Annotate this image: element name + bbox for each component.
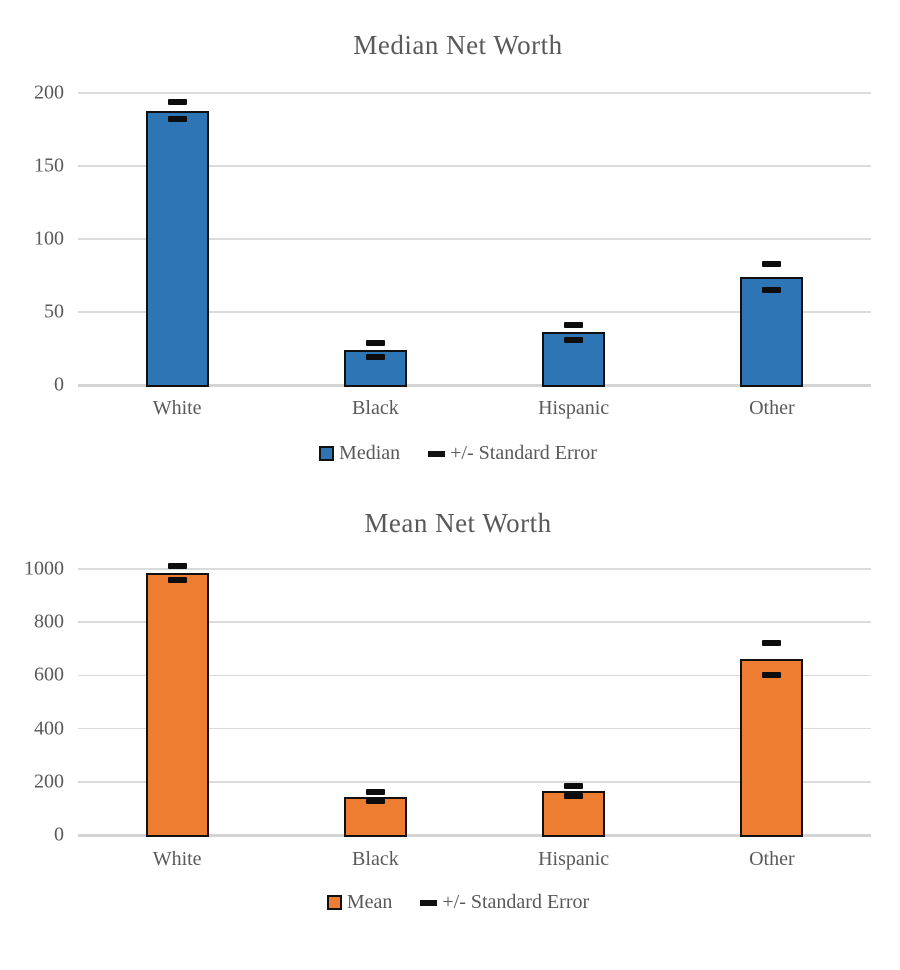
x-category-label: Other: [749, 848, 795, 870]
error-dash-lower-other: [762, 672, 782, 679]
y-tick-label: 200: [34, 81, 64, 104]
gridline: [78, 621, 871, 623]
y-tick-label: 100: [34, 227, 64, 250]
median-series-swatch-icon: [319, 446, 335, 461]
x-category-label: Black: [352, 848, 399, 870]
gridline: [78, 568, 871, 570]
gridline: [78, 238, 871, 240]
error-dash-upper-other: [762, 260, 782, 267]
gridline: [78, 92, 871, 94]
y-tick-label: 600: [34, 663, 64, 686]
error-dash-lower-white: [167, 116, 187, 123]
y-tick-label: 150: [34, 154, 64, 177]
median-legend: Median +/- Standard Error: [16, 442, 900, 465]
error-dash-upper-black: [365, 339, 385, 346]
y-tick-label: 400: [34, 717, 64, 740]
error-dash-lower-black: [365, 354, 385, 361]
mean-legend: Mean +/- Standard Error: [16, 891, 900, 914]
x-axis-line: [78, 834, 871, 837]
bar-hispanic: [542, 791, 606, 837]
chart-title-mean: Mean Net Worth: [364, 508, 552, 538]
bar-black: [343, 796, 407, 837]
y-tick-label: 200: [34, 770, 64, 793]
legend-series-label: Mean: [346, 891, 393, 913]
error-dash-lower-hispanic: [564, 336, 584, 343]
gridline: [78, 727, 871, 730]
x-axis-line: [78, 384, 871, 387]
bar-other: [740, 659, 804, 837]
chart-title-median: Median Net Worth: [353, 30, 563, 60]
mean-series-swatch-icon: [326, 895, 342, 910]
x-category-label: White: [152, 397, 202, 419]
legend-error-label: +/- Standard Error: [442, 891, 590, 913]
legend-series-label: Median: [339, 442, 401, 464]
error-dash-upper-hispanic: [564, 783, 584, 790]
bar-white: [145, 572, 209, 837]
x-category-label: White: [152, 848, 202, 870]
legend-item-median: Median: [319, 442, 400, 465]
legend-item-mean: Mean: [326, 891, 393, 914]
legend-item-standard-error: +/- Standard Error: [420, 891, 589, 914]
gridline: [78, 311, 871, 313]
x-category-label: Hispanic: [538, 397, 610, 419]
bar-other: [740, 276, 804, 387]
error-dash-upper-hispanic: [564, 322, 584, 329]
bar-black: [343, 349, 407, 387]
gridline: [78, 165, 871, 167]
error-dash-upper-other: [762, 640, 782, 647]
error-dash-icon: [428, 450, 446, 457]
error-dash-lower-other: [762, 287, 782, 294]
y-tick-label: 0: [54, 823, 64, 846]
x-category-label: Black: [352, 397, 399, 419]
y-tick-label: 0: [54, 373, 64, 396]
error-dash-icon: [420, 899, 438, 906]
y-tick-label: 50: [44, 300, 64, 323]
error-dash-lower-black: [365, 798, 385, 805]
error-dash-upper-black: [365, 789, 385, 796]
error-dash-upper-white: [167, 562, 187, 569]
gridline: [78, 781, 871, 783]
legend-error-label: +/- Standard Error: [450, 442, 597, 464]
error-dash-lower-white: [167, 577, 187, 584]
error-dash-upper-white: [167, 98, 187, 105]
legend-item-standard-error: +/- Standard Error: [428, 442, 597, 465]
x-category-label: Other: [749, 397, 795, 419]
bar-hispanic: [542, 332, 606, 387]
y-tick-label: 800: [34, 610, 64, 633]
y-tick-label: 1000: [24, 557, 64, 580]
bar-white: [145, 110, 209, 387]
error-dash-lower-hispanic: [564, 792, 584, 799]
x-category-label: Hispanic: [538, 848, 610, 870]
gridline: [78, 674, 871, 677]
